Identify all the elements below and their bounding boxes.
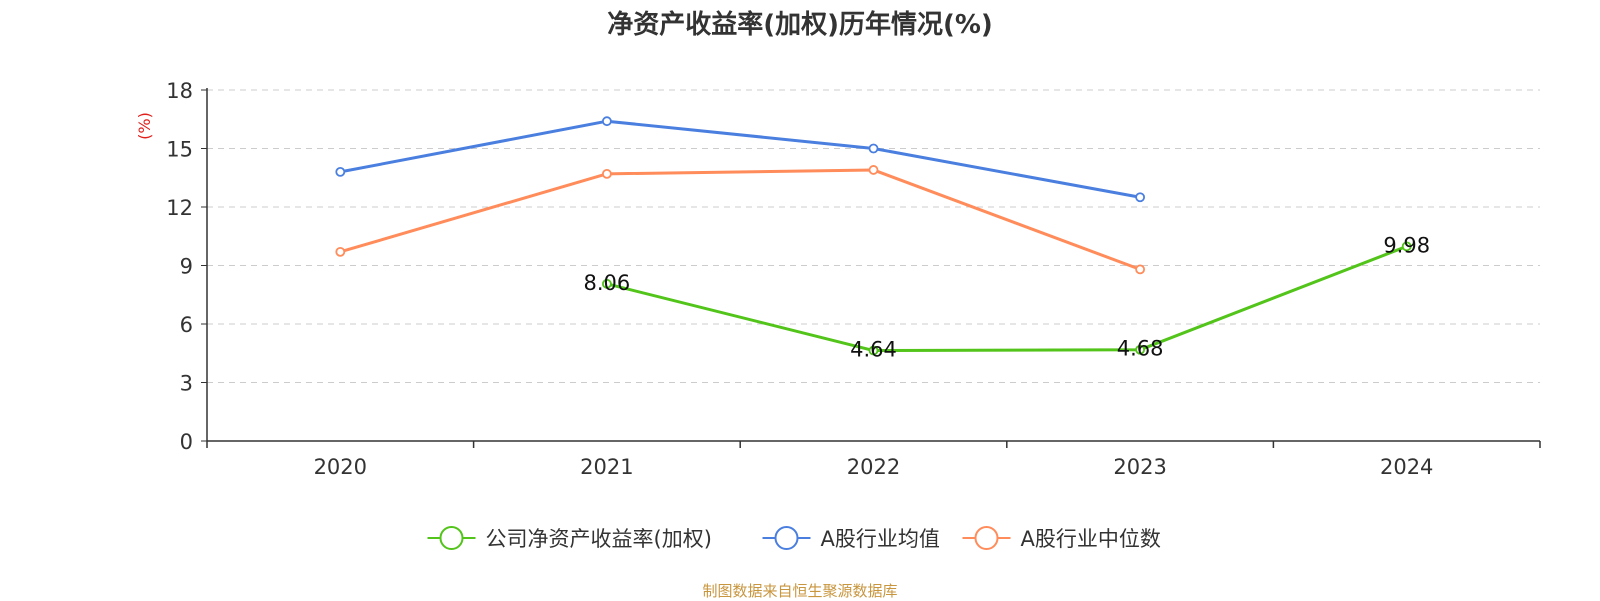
data-point (335, 246, 346, 257)
legend-label: 公司净资产收益率(加权) (486, 527, 712, 551)
series-line (339, 168, 1141, 271)
legend-marker (974, 526, 999, 550)
x-tick-label: 2020 (314, 455, 367, 479)
y-tick-label: 6 (180, 313, 193, 337)
data-point (602, 278, 612, 289)
x-tick-label: 2023 (1113, 455, 1166, 479)
data-point (602, 168, 612, 179)
data-point (1135, 264, 1145, 275)
series-line (606, 244, 1408, 353)
legend-marker (774, 526, 799, 550)
data-point (335, 166, 346, 177)
legend-marker (439, 526, 464, 550)
x-tick-label: 2022 (847, 455, 900, 479)
x-tick-label: 2024 (1380, 455, 1433, 479)
y-axis-label: (%) (135, 112, 154, 140)
data-point (602, 116, 612, 127)
data-label: 4.68 (1117, 337, 1164, 361)
data-point (1135, 192, 1145, 203)
y-tick-label: 0 (180, 430, 193, 454)
y-tick-label: 3 (180, 372, 193, 396)
data-label: 9.98 (1383, 233, 1430, 257)
x-tick-label: 2021 (580, 455, 633, 479)
data-point (1135, 344, 1145, 355)
legend-label: A股行业均值 (821, 527, 940, 551)
y-tick-label: 18 (166, 79, 193, 103)
data-source-note: 制图数据来自恒生聚源数据库 (702, 582, 898, 600)
data-point (1401, 241, 1412, 252)
y-tick-label: 15 (166, 138, 193, 162)
data-label: 8.06 (584, 271, 631, 295)
y-tick-label: 9 (180, 255, 193, 279)
chart-title: 净资产收益率(加权)历年情况(%) (607, 10, 993, 40)
legend-label: A股行业中位数 (1021, 527, 1161, 551)
series-line (340, 119, 1141, 199)
data-point (868, 345, 879, 356)
y-tick-label: 12 (166, 196, 193, 220)
data-point (868, 143, 879, 154)
data-label: 4.64 (850, 338, 897, 362)
data-point (868, 165, 879, 175)
